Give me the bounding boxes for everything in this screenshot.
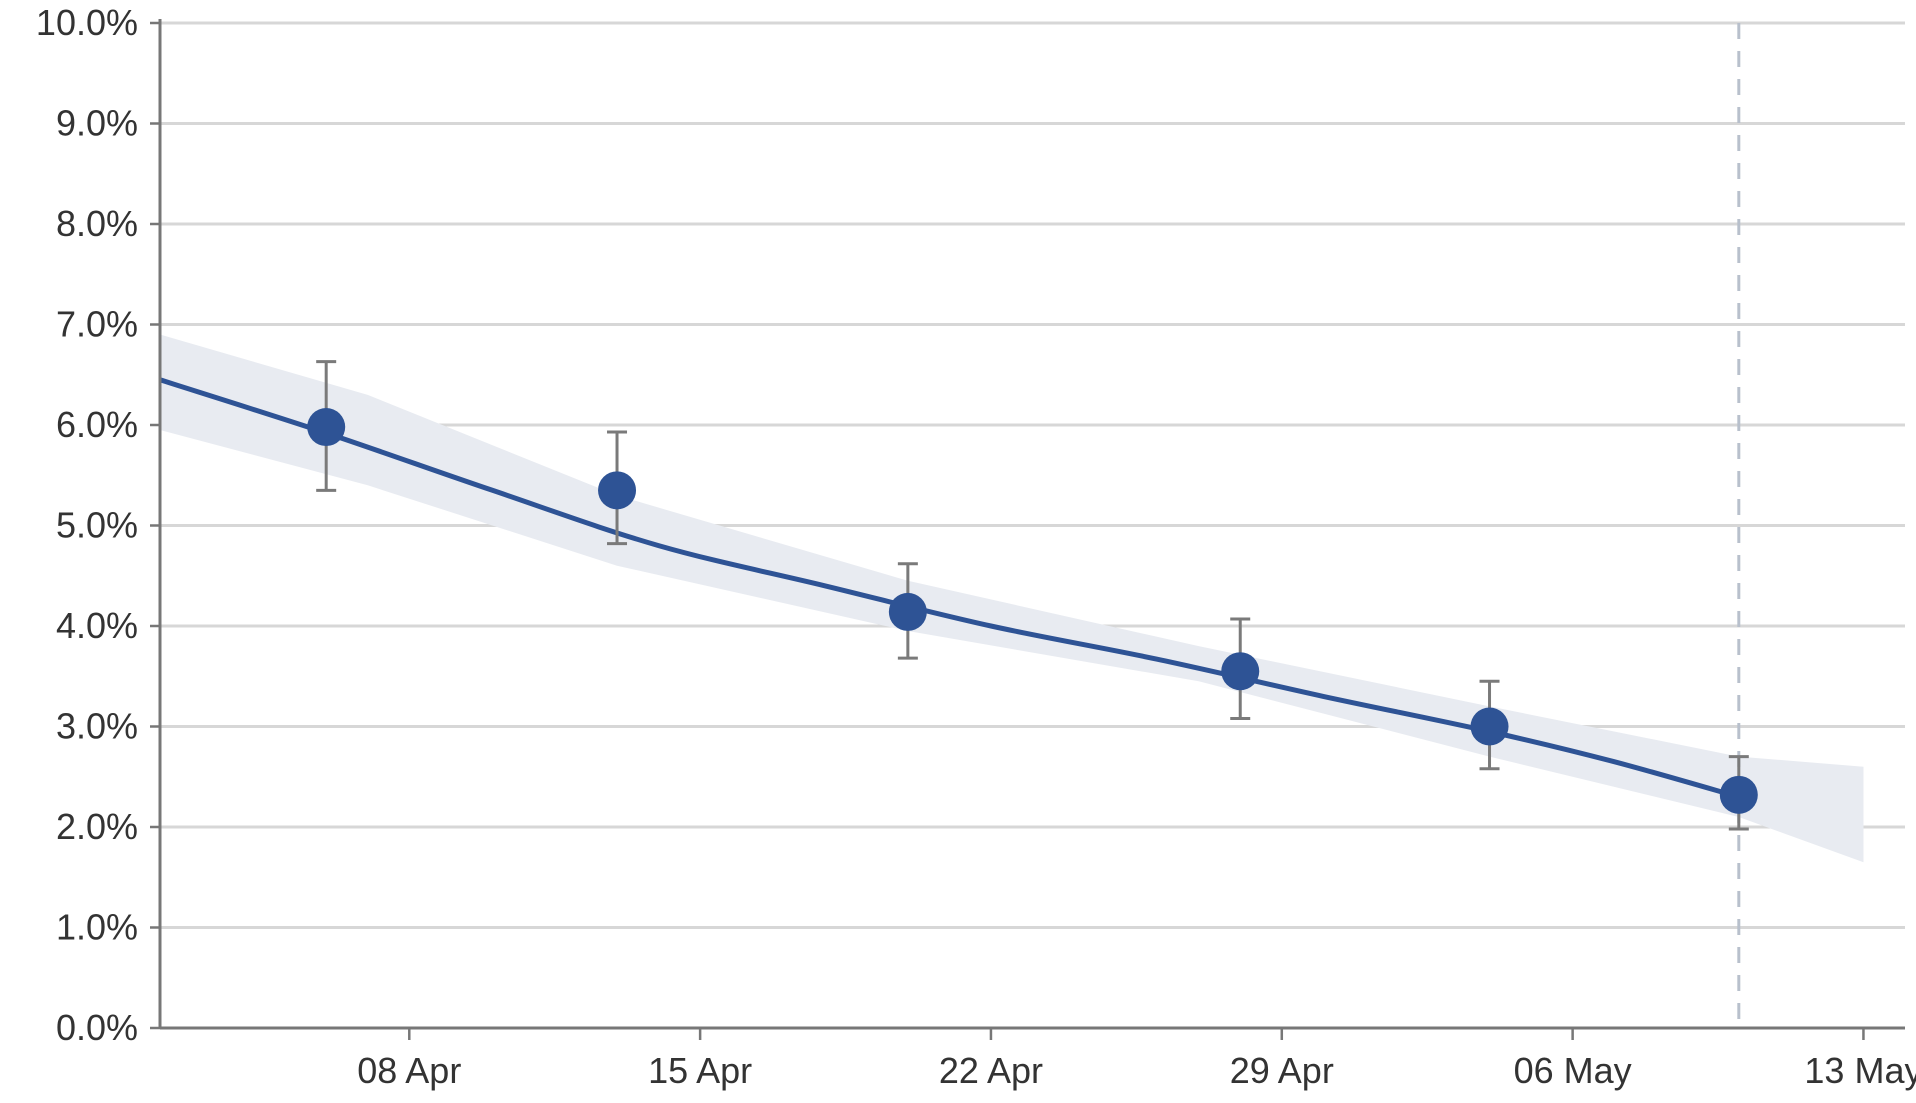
y-tick-label: 2.0% [56,806,138,847]
y-tick-label: 0.0% [56,1007,138,1048]
y-tick-label: 4.0% [56,605,138,646]
y-tick-labels: 0.0% 1.0% 2.0% 3.0% 4.0% 5.0% 6.0% 7.0% 8.0% 9.0%… [36,2,138,1048]
data-point [307,408,346,447]
x-tick-label: 22 Apr [939,1050,1043,1091]
x-tick-label: 06 May [1514,1050,1632,1091]
data-point [1470,707,1509,746]
x-tick-label: 13 May [1804,1050,1916,1091]
x-tick-label: 15 Apr [648,1050,752,1091]
y-tick-label: 7.0% [56,304,138,345]
data-point [1719,775,1758,814]
x-tick-label: 08 Apr [357,1050,461,1091]
confidence-band [160,334,1864,863]
y-tick-label: 5.0% [56,505,138,546]
data-point [888,592,927,631]
ci-band-area [160,334,1864,863]
data-point [598,471,637,510]
gridlines [160,21,1905,929]
x-tick-labels: 08 Apr 15 Apr 22 Apr 29 Apr 06 May 13 May [357,1050,1916,1091]
y-tick-label: 9.0% [56,103,138,144]
axes [150,19,1905,1040]
y-tick-label: 6.0% [56,404,138,445]
y-tick-label: 8.0% [56,203,138,244]
y-tick-label: 1.0% [56,907,138,948]
data-point [1221,652,1260,691]
y-tick-label: 3.0% [56,706,138,747]
y-tick-label: 10.0% [36,2,138,43]
x-tick-label: 29 Apr [1230,1050,1334,1091]
data-points [307,408,1758,814]
